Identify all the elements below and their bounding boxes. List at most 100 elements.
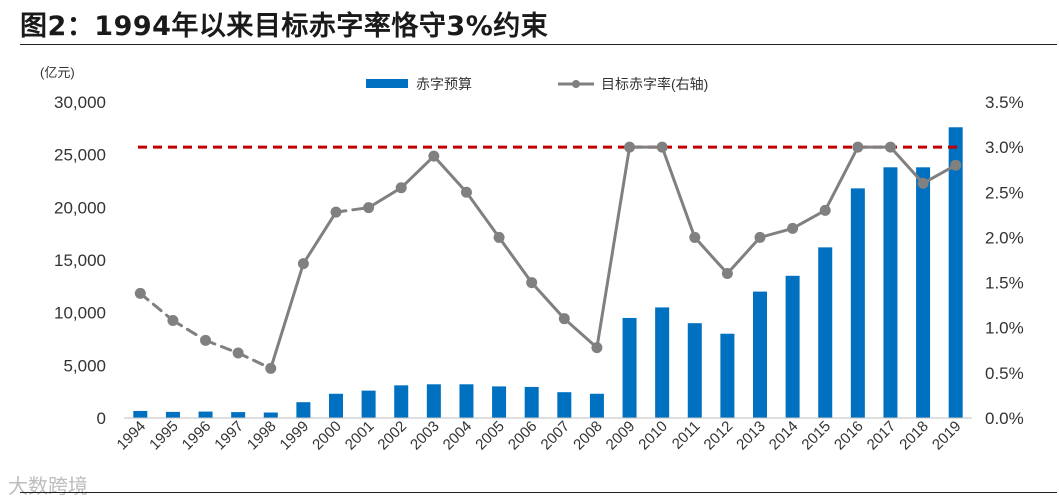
x-axis-tick-label: 2001 (342, 418, 378, 454)
x-axis-tick-label: 2002 (374, 418, 410, 454)
x-axis-tick-label: 2011 (669, 418, 704, 453)
watermark: 大数跨境 (8, 474, 88, 498)
x-axis-tick-label: 2012 (701, 418, 737, 454)
bar-2016 (850, 188, 865, 418)
x-axis-tick-label: 2013 (733, 418, 769, 454)
line-point-2011 (689, 231, 701, 243)
line-point-2008 (591, 342, 603, 354)
line-point-2016 (852, 141, 864, 153)
x-axis-tick-label: 2003 (407, 418, 443, 454)
line-point-1997 (232, 347, 244, 359)
left-axis-tick-label: 0 (97, 409, 106, 428)
line-segment-2010-2011 (660, 145, 697, 239)
line-segment-1994-1995 (138, 291, 175, 322)
line-point-2013 (754, 231, 766, 243)
line-segment-2012-2013 (725, 235, 762, 276)
line-point-2000 (330, 206, 342, 218)
figure-title: 图2：1994年以来目标赤字率恪守3%约束 (20, 11, 549, 42)
x-axis-tick-label: 2016 (831, 418, 867, 454)
right-axis-tick-label: 0.5% (985, 364, 1024, 383)
line-point-2012 (721, 268, 733, 280)
line-segment-2015-2016 (823, 145, 860, 212)
bar-2017 (883, 167, 898, 418)
legend-line-label: 目标赤字率(右轴) (601, 76, 708, 92)
x-axis-tick-label: 2010 (635, 418, 671, 454)
right-axis-tick-label: 0.0% (985, 409, 1024, 428)
x-axis-tick-label: 1995 (146, 418, 182, 454)
line-point-2001 (363, 202, 375, 214)
left-axis-tick-label: 10,000 (54, 304, 106, 323)
line-segment-2011-2012 (693, 235, 729, 276)
line-segment-2014-2015 (791, 208, 827, 230)
x-axis-tick-label: 2006 (505, 418, 541, 454)
right-axis-tick-label: 3.5% (985, 93, 1024, 112)
line-point-2007 (558, 313, 570, 325)
bar-2004 (459, 384, 474, 418)
left-axis-tick-label: 15,000 (54, 251, 106, 270)
line-point-2017 (884, 141, 896, 153)
x-axis-tick-label: 2014 (766, 418, 802, 454)
right-axis-tick-label: 1.0% (985, 319, 1024, 338)
right-axis-tick-label: 1.5% (985, 274, 1024, 293)
bottom-divider (20, 492, 1057, 493)
left-axis-tick-label: 25,000 (54, 146, 106, 165)
line-point-2018 (917, 177, 929, 189)
line-segment-2006-2007 (530, 281, 566, 321)
line-point-1996 (200, 334, 212, 346)
line-point-1995 (167, 314, 179, 326)
x-axis: 1994199519961997199819992000200120022003… (114, 418, 965, 454)
x-axis-tick-label: 1997 (211, 418, 247, 454)
left-axis: 0 5,000 10,000 15,000 20,000 25,000 30,000 (54, 93, 106, 428)
chart-legend: 赤字预算 目标赤字率(右轴) (366, 76, 708, 92)
bar-2008 (589, 393, 604, 418)
x-axis-tick-label: 2015 (798, 418, 834, 454)
x-axis-tick-label: 1996 (179, 418, 215, 454)
line-point-2003 (428, 150, 440, 162)
right-axis: 0.0% 0.5% 1.0% 1.5% 2.0% 2.5% 3.0% 3.5% (985, 93, 1024, 428)
x-axis-tick-label: 2017 (864, 418, 900, 454)
bar-2010 (655, 307, 670, 418)
line-point-2006 (526, 277, 538, 289)
left-axis-tick-label: 20,000 (54, 198, 106, 217)
bar-2002 (394, 385, 409, 418)
bar-2011 (687, 323, 702, 418)
left-axis-tick-label: 5,000 (63, 356, 106, 375)
line-segment-1997-1998 (236, 351, 273, 370)
line-point-1999 (297, 258, 309, 270)
bar-2012 (720, 333, 735, 418)
bar-2003 (426, 384, 441, 418)
bar-1997 (231, 412, 246, 418)
x-axis-tick-label: 2008 (570, 418, 606, 454)
line-segment-1998-1999 (269, 262, 305, 370)
legend-bar-label: 赤字预算 (416, 76, 472, 92)
x-axis-tick-label: 2007 (538, 418, 574, 454)
line-segment-1996-1997 (204, 338, 240, 355)
line-segment-2013-2014 (758, 226, 795, 239)
line-segment-2018-2019 (921, 163, 958, 185)
bar-2018 (916, 167, 931, 418)
line-segment-2001-2002 (367, 186, 403, 210)
line-segment-2004-2005 (464, 190, 501, 239)
line-point-2005 (493, 231, 505, 243)
x-axis-tick-label: 2000 (309, 418, 345, 454)
x-axis-tick-label: 2019 (929, 418, 965, 454)
line-segment-1999-2000 (301, 210, 338, 266)
right-axis-tick-label: 3.0% (985, 138, 1024, 157)
title-divider (20, 44, 1057, 45)
line-series (134, 141, 962, 374)
line-point-1998 (265, 362, 277, 374)
bar-1999 (296, 402, 311, 418)
line-segment-2005-2006 (497, 235, 534, 285)
line-segment-1995-1996 (171, 318, 208, 342)
line-point-2015 (819, 204, 831, 216)
bar-2001 (361, 390, 376, 418)
bar-1995 (165, 411, 180, 418)
bar-2014 (785, 275, 800, 418)
bar-2007 (557, 392, 572, 418)
line-point-2019 (950, 159, 962, 171)
line-segment-2007-2008 (562, 317, 599, 350)
bar-1998 (263, 412, 278, 418)
line-point-2009 (624, 141, 636, 153)
bar-2006 (524, 386, 539, 418)
